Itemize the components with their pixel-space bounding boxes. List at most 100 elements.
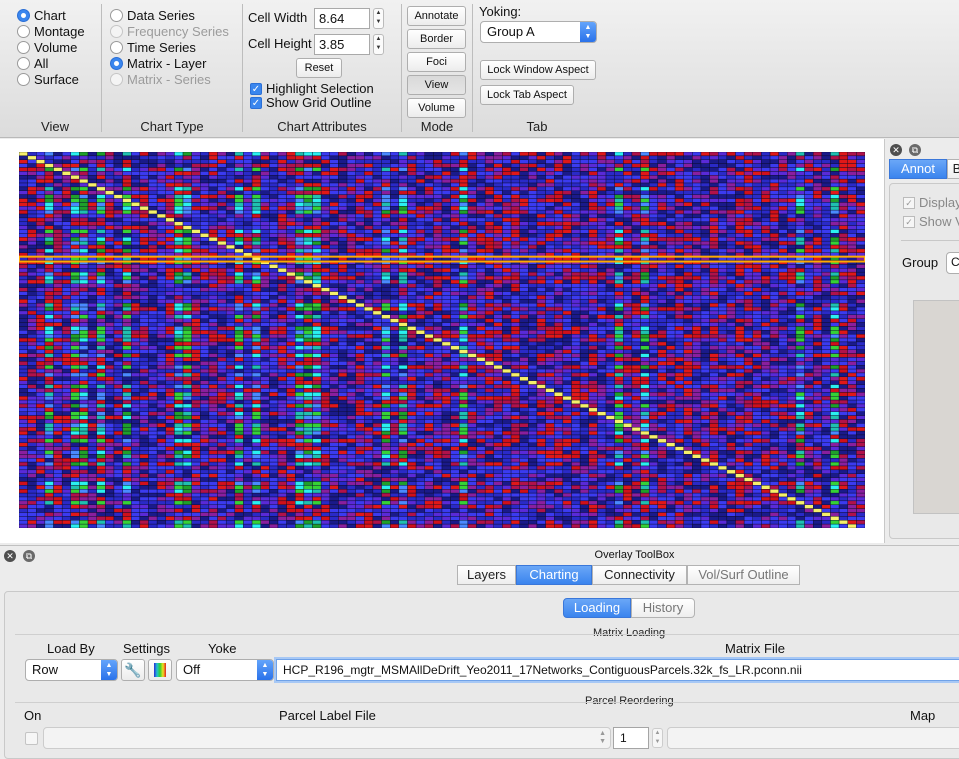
matrix-cell[interactable] (761, 268, 771, 273)
matrix-cell[interactable] (648, 248, 659, 253)
matrix-cell[interactable] (692, 248, 702, 253)
matrix-cell[interactable] (813, 333, 823, 339)
matrix-cell[interactable] (778, 318, 788, 323)
matrix-cell[interactable] (329, 326, 339, 331)
matrix-cell[interactable] (208, 152, 218, 157)
matrix-cell[interactable] (200, 206, 210, 211)
matrix-cell[interactable] (838, 159, 848, 164)
matrix-cell[interactable] (312, 287, 322, 292)
matrix-cell[interactable] (174, 182, 184, 188)
matrix-cell[interactable] (191, 283, 201, 288)
matrix-cell[interactable] (830, 225, 840, 230)
matrix-cell[interactable] (562, 322, 572, 327)
matrix-cell[interactable] (761, 155, 771, 160)
matrix-cell[interactable] (476, 341, 486, 347)
matrix-cell[interactable] (579, 152, 589, 157)
matrix-cell[interactable] (217, 209, 227, 215)
view-radio-chart[interactable]: Chart (17, 8, 66, 23)
matrix-cell[interactable] (415, 283, 425, 288)
matrix-cell[interactable] (752, 314, 762, 319)
matrix-cell[interactable] (27, 213, 37, 219)
matrix-cell[interactable] (718, 225, 728, 230)
matrix-diagonal-cell[interactable] (70, 175, 80, 180)
matrix-cell[interactable] (554, 337, 564, 343)
matrix-cell[interactable] (597, 248, 607, 253)
matrix-cell[interactable] (571, 333, 581, 339)
matrix-cell[interactable] (597, 163, 607, 168)
matrix-cell[interactable] (743, 194, 753, 199)
matrix-cell[interactable] (571, 287, 581, 292)
matrix-cell[interactable] (286, 268, 296, 273)
matrix-cell[interactable] (614, 225, 624, 230)
matrix-cell[interactable] (295, 271, 305, 277)
matrix-cell[interactable] (838, 198, 848, 203)
matrix-cell[interactable] (441, 244, 451, 250)
matrix-cell[interactable] (269, 318, 279, 323)
matrix-cell[interactable] (433, 206, 443, 211)
matrix-cell[interactable] (96, 198, 106, 203)
matrix-cell[interactable] (225, 326, 236, 331)
matrix-cell[interactable] (346, 233, 356, 238)
matrix-cell[interactable] (338, 306, 348, 312)
matrix-cell[interactable] (605, 217, 615, 222)
matrix-cell[interactable] (571, 190, 581, 195)
matrix-cell[interactable] (856, 233, 865, 238)
matrix-cell[interactable] (303, 268, 313, 273)
matrix-cell[interactable] (165, 198, 175, 203)
matrix-cell[interactable] (303, 167, 313, 172)
matrix-cell[interactable] (709, 190, 719, 195)
matrix-cell[interactable] (597, 221, 607, 226)
matrix-cell[interactable] (597, 279, 607, 284)
matrix-cell[interactable] (502, 159, 512, 164)
matrix-cell[interactable] (752, 275, 762, 281)
matrix-cell[interactable] (139, 333, 149, 339)
matrix-cell[interactable] (519, 178, 529, 184)
matrix-cell[interactable] (251, 275, 261, 281)
matrix-cell[interactable] (459, 310, 469, 316)
matrix-cell[interactable] (200, 283, 210, 288)
matrix-cell[interactable] (277, 291, 287, 296)
matrix-cell[interactable] (778, 209, 788, 215)
matrix-cell[interactable] (821, 330, 831, 335)
matrix-cell[interactable] (61, 268, 71, 273)
matrix-cell[interactable] (156, 178, 166, 184)
matrix-cell[interactable] (61, 225, 71, 230)
matrix-cell[interactable] (105, 155, 115, 160)
matrix-cell[interactable] (36, 333, 46, 339)
matrix-cell[interactable] (718, 271, 728, 277)
matrix-cell[interactable] (571, 341, 581, 347)
matrix-cell[interactable] (113, 217, 123, 222)
matrix-cell[interactable] (597, 275, 607, 281)
matrix-cell[interactable] (131, 221, 141, 226)
matrix-cell[interactable] (804, 295, 814, 300)
matrix-cell[interactable] (433, 333, 443, 339)
matrix-cell[interactable] (657, 283, 667, 288)
matrix-cell[interactable] (726, 318, 736, 323)
matrix-cell[interactable] (674, 302, 684, 308)
matrix-cell[interactable] (666, 287, 676, 292)
matrix-cell[interactable] (588, 330, 598, 335)
matrix-cell[interactable] (70, 345, 80, 350)
matrix-cell[interactable] (269, 330, 279, 335)
matrix-cell[interactable] (390, 314, 400, 319)
matrix-cell[interactable] (174, 171, 184, 176)
matrix-cell[interactable] (156, 229, 166, 234)
matrix-cell[interactable] (148, 167, 158, 172)
matrix-cell[interactable] (787, 163, 797, 168)
matrix-cell[interactable] (640, 275, 650, 281)
matrix-cell[interactable] (200, 163, 210, 168)
matrix-cell[interactable] (726, 152, 736, 157)
matrix-cell[interactable] (165, 333, 175, 339)
matrix-cell[interactable] (588, 287, 598, 292)
matrix-cell[interactable] (545, 171, 555, 176)
matrix-cell[interactable] (467, 171, 477, 176)
matrix-cell[interactable] (674, 178, 684, 184)
matrix-cell[interactable] (61, 264, 71, 269)
matrix-cell[interactable] (53, 225, 63, 230)
matrix-cell[interactable] (251, 337, 261, 343)
matrix-cell[interactable] (666, 244, 676, 250)
matrix-cell[interactable] (536, 310, 546, 316)
matrix-cell[interactable] (838, 330, 848, 335)
matrix-cell[interactable] (346, 186, 356, 191)
matrix-cell[interactable] (303, 275, 313, 281)
